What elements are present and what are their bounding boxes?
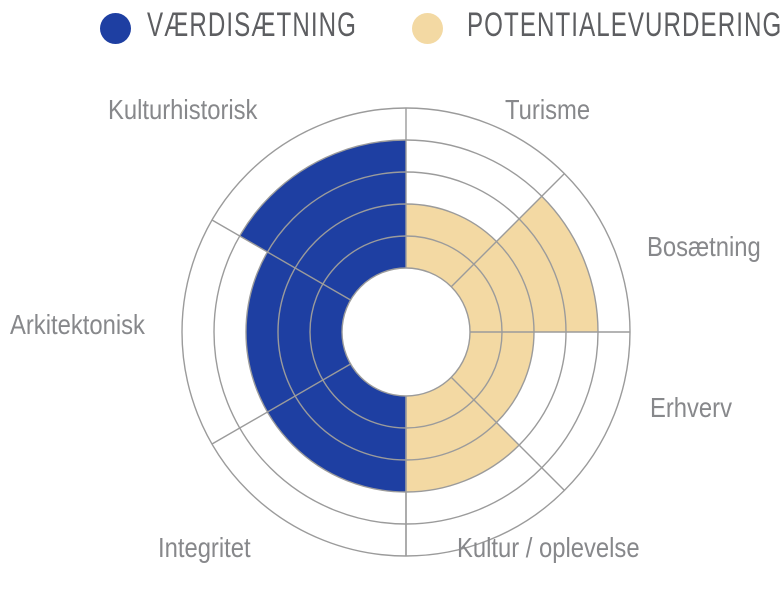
potentialevurdering-legend-label: POTENTIALEVURDERING <box>467 6 780 44</box>
sector-label-erhverv: Erhverv <box>650 392 732 423</box>
sector-label-bosaetning: Bosætning <box>647 231 761 262</box>
sector-label-arkitektonisk: Arkitektonisk <box>10 309 145 340</box>
sector-fill-bos-tning <box>451 196 598 332</box>
sector-fill-arkitektonisk <box>246 252 351 412</box>
sector-fill-erhverv <box>451 332 534 423</box>
sector-fill-kultur-oplevelse <box>406 377 520 492</box>
sector-label-kulturhistorisk: Kulturhistorisk <box>108 94 258 125</box>
grid-spoke--45deg <box>450 376 565 491</box>
grid-spoke-45deg <box>450 173 565 288</box>
grid-spoke-150deg <box>211 219 351 301</box>
grid-spoke-210deg <box>211 363 351 445</box>
sector-label-integritet: Integritet <box>158 532 251 563</box>
sector-fill-turisme <box>406 203 497 287</box>
vaerdisaetning-legend-dot <box>100 13 131 44</box>
grid-hole-circle <box>341 267 471 397</box>
sector-fill-integritet <box>267 364 406 492</box>
potentialevurdering-legend-dot <box>412 13 443 44</box>
sector-label-kultur-oplevelse: Kultur / oplevelse <box>457 532 640 563</box>
vaerdisaetning-legend-label: VÆRDISÆTNING <box>147 6 357 44</box>
sector-label-turisme: Turisme <box>505 94 591 125</box>
